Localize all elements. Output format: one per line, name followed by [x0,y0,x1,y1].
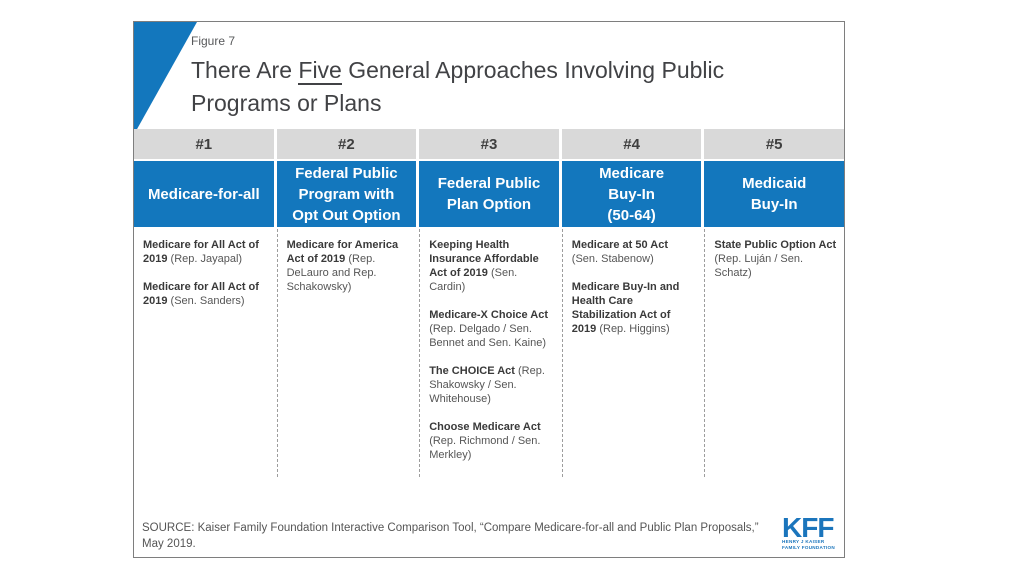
act-name: Medicare for All Act of 2019 [143,281,259,307]
column-header-cell: Medicare-for-all [134,161,274,227]
act-name: Choose Medicare Act [429,421,541,433]
column-body-cell: State Public Option Act (Rep. Luján / Se… [704,229,844,477]
column-header-cell: Medicaid Buy-In [704,161,844,227]
act-name: Keeping Health Insurance Affordable Act … [429,239,539,279]
act-name: The CHOICE Act [429,365,515,377]
figure-panel: Figure 7 There Are Five General Approach… [133,21,845,558]
act-entry: Medicare for All Act of 2019 (Rep. Jayap… [143,238,269,266]
act-entry: Keeping Health Insurance Affordable Act … [429,238,554,294]
act-name: Medicare Buy-In and Health Care Stabiliz… [571,281,680,335]
kff-logo-subtext-line1: HENRY J KAISER [782,539,825,544]
act-sponsor: (Rep. Jayapal) [167,253,243,265]
act-entry: Medicare-X Choice Act (Rep. Delgado / Se… [429,308,554,350]
figure-title: There Are Five General Approaches Involv… [191,54,821,120]
column-header-cell: Medicare Buy-In (50-64) [561,161,702,227]
act-sponsor: (Rep. Shakowsky / Sen. Whitehouse) [429,365,545,405]
act-sponsor: (Rep. Luján / Sen. Schatz) [714,253,804,279]
act-name: Medicare-X Choice Act [429,309,548,321]
figure-title-underlined: Five [298,57,342,85]
act-sponsor: (Rep. Higgins) [596,323,670,335]
act-sponsor: (Sen. Cardin) [429,267,518,293]
column-number-cell: #2 [276,129,417,159]
approaches-table: #1 #2 #3 #4 #5 Medicare-for-all Federal Public… [134,129,844,477]
column-body-cell: Medicare at 50 Act (Sen. Stabenow) Medica… [561,229,702,477]
source-note: SOURCE: Kaiser Family Foundation Interac… [142,522,759,550]
act-entry: Medicare for America Act of 2019 (Rep. D… [287,238,412,294]
act-sponsor: (Rep. Delgado / Sen. Bennet and Sen. Kai… [429,323,546,349]
act-entry: Choose Medicare Act (Rep. Richmond / Sen… [429,420,554,462]
act-sponsor: (Rep. DeLauro and Rep. Schakowsky) [286,253,377,293]
act-entry: State Public Option Act (Rep. Luján / Se… [714,238,839,280]
column-header-cell: Federal Public Plan Option [419,161,559,227]
act-name: Medicare at 50 Act [571,239,668,251]
act-entry: Medicare Buy-In and Health Care Stabiliz… [572,280,697,336]
act-sponsor: (Sen. Sanders) [167,295,245,307]
column-number-cell: #5 [704,129,844,159]
kff-logo-text: KFF [782,512,834,543]
act-entry: Medicare at 50 Act (Sen. Stabenow) [572,238,697,266]
column-number-cell: #1 [134,129,274,159]
column-body-cell: Medicare for All Act of 2019 (Rep. Jayap… [134,229,274,477]
kff-logo: KFF HENRY J KAISER FAMILY FOUNDATION [782,512,837,552]
column-number-cell: #4 [561,129,702,159]
column-body-cell: Keeping Health Insurance Affordable Act … [419,229,559,477]
kff-logo-subtext-line2: FAMILY FOUNDATION [782,544,835,550]
act-name: Medicare for America Act of 2019 [286,239,399,265]
figure-footer: SOURCE: Kaiser Family Foundation Interac… [142,512,837,552]
act-name: Medicare for All Act of 2019 [143,239,259,265]
act-sponsor: (Rep. Richmond / Sen. Merkley) [429,435,541,461]
act-entry: The CHOICE Act (Rep. Shakowsky / Sen. Wh… [429,364,554,406]
act-entry: Medicare for All Act of 2019 (Sen. Sande… [143,280,269,308]
corner-triangle-decoration [134,22,197,130]
figure-title-post: General Approaches Involving Public Prog… [191,57,725,116]
figure-title-pre: There Are [191,57,299,83]
column-body-cell: Medicare for America Act of 2019 (Rep. D… [276,229,417,477]
act-name: State Public Option Act [714,239,837,251]
act-sponsor: (Sen. Stabenow) [571,253,654,265]
figure-number-label: Figure 7 [191,34,236,48]
column-number-cell: #3 [419,129,559,159]
column-header-cell: Federal Public Program with Opt Out Opti… [276,161,417,227]
